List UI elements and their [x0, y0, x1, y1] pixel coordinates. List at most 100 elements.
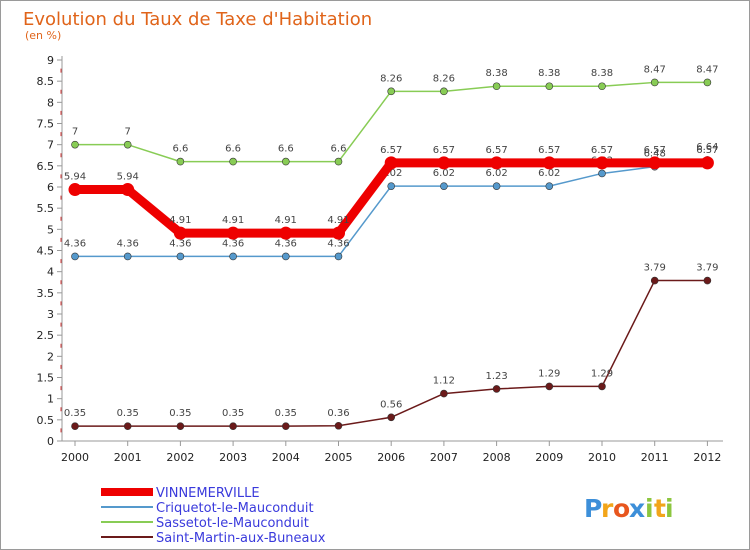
data-point [598, 382, 606, 391]
data-label: 8.38 [485, 68, 507, 79]
data-point [545, 82, 554, 91]
x-tick-label: 2001 [114, 451, 142, 464]
y-tick-label: 5.5 [37, 202, 55, 215]
data-point [384, 156, 398, 170]
legend-item-label: VINNEMERVILLE [156, 486, 260, 501]
chart-title: Evolution du Taux de Taxe d'Habitation [23, 9, 372, 30]
data-point [334, 252, 343, 261]
data-point [68, 183, 82, 197]
data-point [492, 385, 501, 393]
legend-item-label: Saint-Martin-aux-Buneaux [156, 531, 326, 546]
y-tick-label: 8 [47, 96, 54, 109]
data-label: 5.94 [64, 172, 86, 183]
proxiti-logo: Pr ox i t i [584, 494, 674, 523]
data-label: 4.36 [222, 238, 244, 249]
legend-item-label: Criquetot-le-Mauconduit [156, 501, 314, 516]
data-point [71, 252, 79, 261]
legend: VINNEMERVILLECriquetot-le-MauconduitSass… [101, 486, 326, 546]
data-point [595, 156, 609, 170]
data-label: 7 [125, 127, 131, 138]
series-saint-martin-aux-buneaux: 0.35 0.35 0.35 0.35 0.35 0.36 0.56 1.12 1.23 1.29… [64, 263, 719, 430]
data-label: 1.29 [591, 368, 613, 379]
data-point [334, 421, 343, 430]
data-label: 7 [72, 127, 78, 138]
data-point [490, 156, 504, 170]
x-tick-label: 2008 [483, 451, 511, 464]
x-tick-label: 2005 [325, 451, 353, 464]
y-tick-label: 0 [47, 435, 54, 448]
data-point [229, 252, 237, 261]
data-point [542, 156, 556, 170]
data-point [176, 422, 185, 430]
data-label: 0.35 [117, 408, 139, 419]
data-point [650, 276, 659, 285]
series-group: 7 7 6.6 6.6 6.6 6.6 8.26 8.26 8.38 8.38 8.38 8.47 8.… [64, 64, 719, 430]
data-label: 4.36 [327, 238, 349, 249]
logo-letter: o [613, 494, 630, 523]
data-point [123, 252, 132, 261]
y-tick-label: 3 [47, 308, 54, 321]
data-point [440, 182, 448, 190]
x-tick-label: 2002 [166, 451, 194, 464]
data-point [492, 82, 501, 91]
data-point [173, 226, 187, 240]
data-label: 6.6 [172, 144, 188, 155]
y-tick-label: 1.5 [37, 372, 55, 385]
logo-letter: i [665, 494, 674, 523]
logo-letter: t [654, 494, 666, 523]
x-tick-label: 2010 [588, 451, 616, 464]
data-point [700, 156, 714, 170]
y-tick-label: 0.5 [37, 414, 55, 427]
y-tick-label: 2 [47, 350, 54, 363]
data-point [123, 140, 132, 149]
data-label: 6.57 [696, 145, 718, 156]
data-label: 6.57 [538, 145, 560, 156]
data-label: 6.64 [696, 142, 718, 153]
data-point [176, 157, 185, 166]
logo-letter: r [601, 494, 614, 523]
data-label: 6.02 [538, 168, 560, 179]
data-point [703, 276, 712, 285]
y-tick-label: 4 [47, 266, 54, 279]
data-label: 6.6 [278, 144, 294, 155]
data-label: 6.57 [485, 145, 507, 156]
series-sassetot-le-mauconduit: 7 7 6.6 6.6 6.6 6.6 8.26 8.26 8.38 8.38 8.38 8.47 8.… [71, 64, 719, 166]
logo-letter: i [645, 494, 654, 523]
data-label: 8.38 [538, 68, 560, 79]
data-label: 6.02 [433, 168, 455, 179]
data-label: 8.26 [433, 73, 455, 84]
data-label: 4.91 [327, 215, 349, 226]
data-point [71, 140, 79, 149]
data-label: 4.36 [117, 238, 139, 249]
data-label: 6.57 [591, 145, 613, 156]
x-tick-label: 2004 [272, 451, 300, 464]
unit-label: (en %) [25, 29, 61, 42]
data-label: 6.02 [485, 168, 507, 179]
y-tick-label: 5 [47, 223, 54, 236]
data-label: 0.56 [380, 399, 402, 410]
data-label: 0.35 [169, 408, 191, 419]
data-point [229, 157, 237, 166]
data-point [648, 156, 662, 170]
data-label: 0.35 [64, 408, 86, 419]
data-label: 1.29 [538, 368, 560, 379]
data-point [387, 413, 396, 422]
data-point [598, 82, 606, 91]
data-point [334, 157, 343, 166]
data-label: 6.48 [644, 149, 666, 160]
x-tick-label: 2000 [61, 451, 89, 464]
y-tick-label: 4.5 [37, 245, 55, 258]
data-label: 6.6 [331, 144, 347, 155]
data-point [281, 252, 290, 261]
y-tick-label: 9 [47, 54, 54, 67]
axes: 00.511.522.533.544.555.566.577.588.59200… [37, 54, 723, 464]
data-point [545, 382, 554, 391]
data-point [703, 78, 712, 87]
data-point [279, 226, 293, 240]
data-point [492, 182, 501, 190]
data-label: 6.02 [380, 168, 402, 179]
x-tick-label: 2011 [641, 451, 669, 464]
y-tick-label: 7.5 [37, 118, 55, 131]
logo-letter: x [629, 494, 645, 523]
